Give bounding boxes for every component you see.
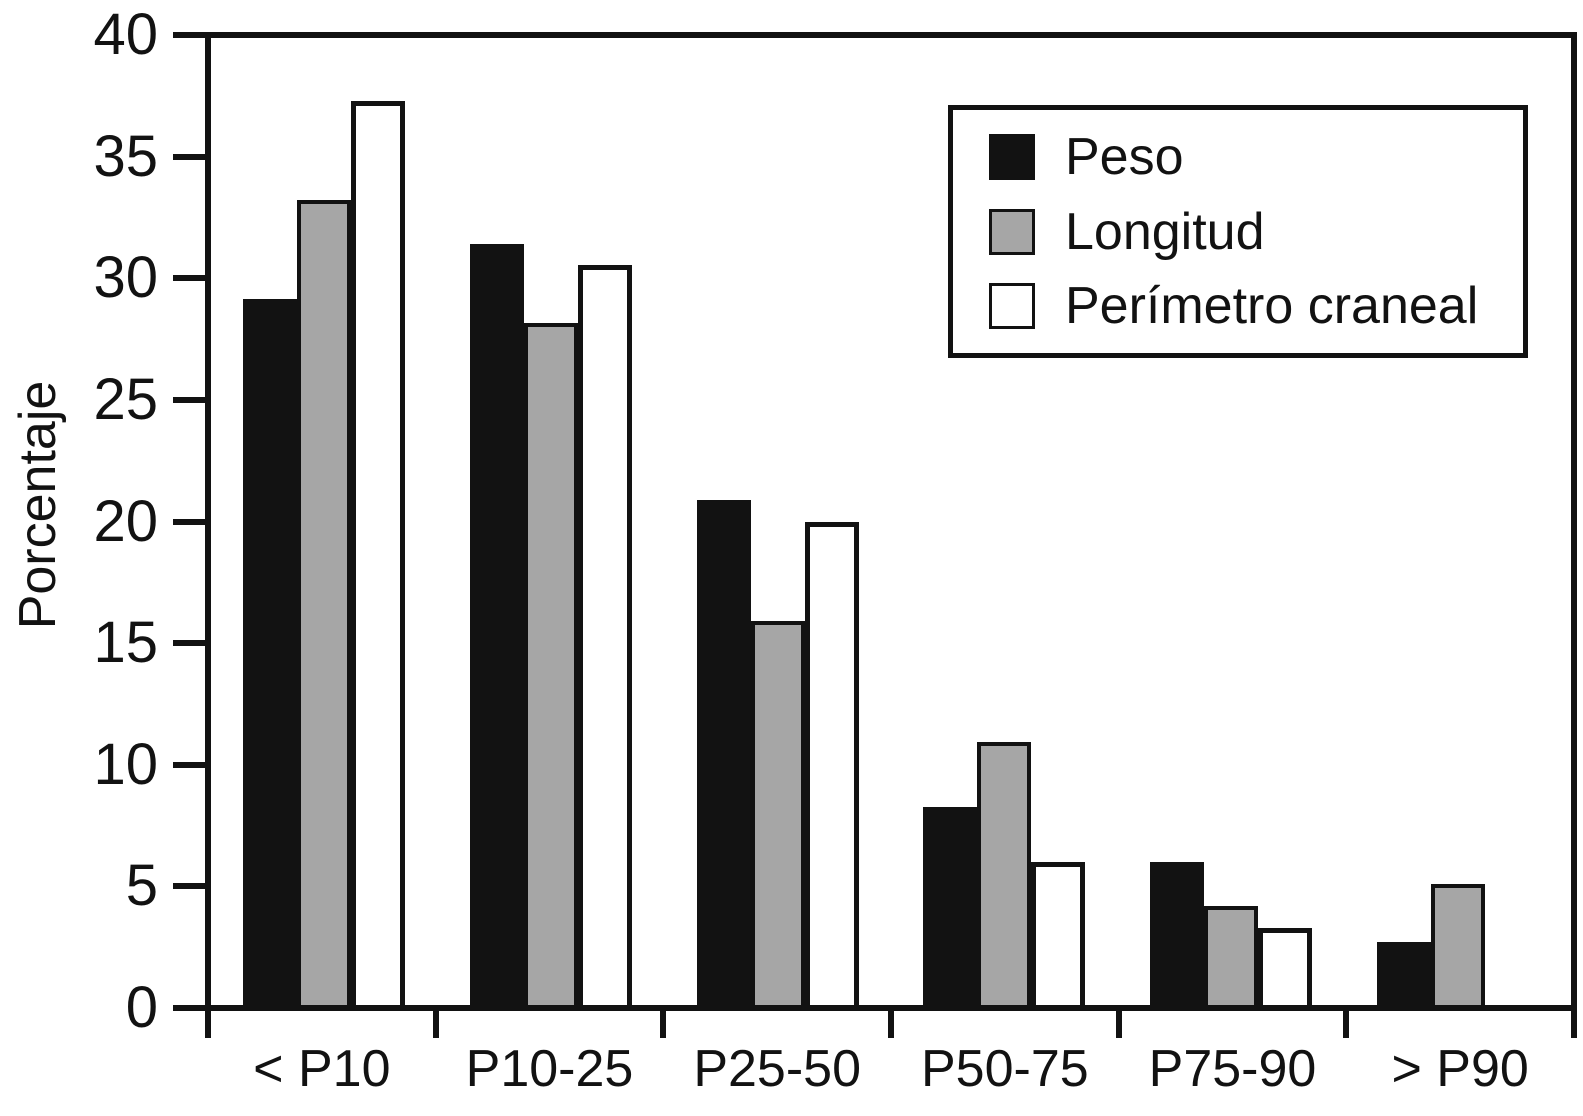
y-axis-tick (173, 275, 207, 282)
y-tick-label: 5 (125, 853, 158, 919)
bar (297, 199, 352, 1005)
x-category-label: > P90 (1391, 1040, 1529, 1098)
legend-swatch-icon (989, 283, 1035, 330)
y-axis-tick (173, 396, 207, 403)
y-axis-tick (173, 1005, 207, 1011)
bar (1430, 884, 1485, 1005)
y-tick-label: 30 (93, 245, 158, 311)
y-axis-tick (173, 883, 207, 890)
bar (470, 243, 524, 1005)
y-axis-tick (173, 761, 207, 768)
y-tick-label: 25 (93, 366, 158, 432)
x-category-label: P75-90 (1148, 1040, 1317, 1098)
legend-label: Longitud (1065, 202, 1265, 261)
bar-group (1344, 38, 1571, 1005)
x-axis-tick (432, 1011, 439, 1038)
bar (1031, 862, 1086, 1005)
bar (804, 521, 859, 1005)
x-axis-tick (1115, 1011, 1122, 1038)
legend-swatch-icon (989, 208, 1035, 255)
legend-item: Peso (989, 129, 1523, 185)
bar (351, 100, 406, 1005)
legend-item: Longitud (989, 204, 1523, 260)
y-tick-label: 10 (93, 731, 158, 797)
y-axis-tick (173, 153, 207, 160)
legend-label: Perímetro craneal (1065, 277, 1479, 336)
bar-group (211, 38, 438, 1005)
legend: Peso Longitud Perímetro craneal (948, 105, 1528, 358)
x-category-label: < P10 (253, 1040, 391, 1098)
x-axis-tick (660, 1011, 667, 1038)
y-axis-tick (173, 518, 207, 525)
x-category-label: P25-50 (693, 1040, 861, 1098)
bar (243, 299, 298, 1005)
y-tick-label: 15 (93, 610, 158, 676)
y-axis-tick (173, 32, 207, 38)
bar (696, 499, 751, 1005)
bar-group (891, 38, 1118, 1005)
x-category-label: P10-25 (465, 1040, 634, 1098)
bar (977, 741, 1032, 1005)
x-axis-tick (1571, 1011, 1577, 1038)
bar (923, 806, 978, 1005)
bar-group (664, 38, 891, 1005)
bar (1258, 927, 1313, 1005)
bar (1204, 905, 1259, 1005)
legend-swatch-icon (989, 133, 1035, 180)
bar (1376, 942, 1431, 1005)
y-tick-label: 40 (93, 2, 158, 67)
x-category-label: P50-75 (920, 1040, 1089, 1098)
bar-group (1118, 38, 1345, 1005)
bar-group (438, 38, 665, 1005)
bar (1150, 862, 1205, 1005)
y-tick-label: 20 (93, 488, 158, 554)
bar (750, 620, 805, 1005)
legend-item: Perímetro craneal (989, 278, 1523, 334)
bar (578, 265, 632, 1005)
x-axis-tick (888, 1011, 894, 1038)
x-axis-tick (205, 1011, 211, 1038)
y-axis-tick (173, 640, 207, 647)
y-tick-label: 0 (125, 975, 158, 1040)
x-axis-tick (1343, 1011, 1350, 1038)
bar (524, 323, 578, 1005)
legend-label: Peso (1065, 127, 1184, 186)
y-tick-label: 35 (93, 123, 158, 189)
